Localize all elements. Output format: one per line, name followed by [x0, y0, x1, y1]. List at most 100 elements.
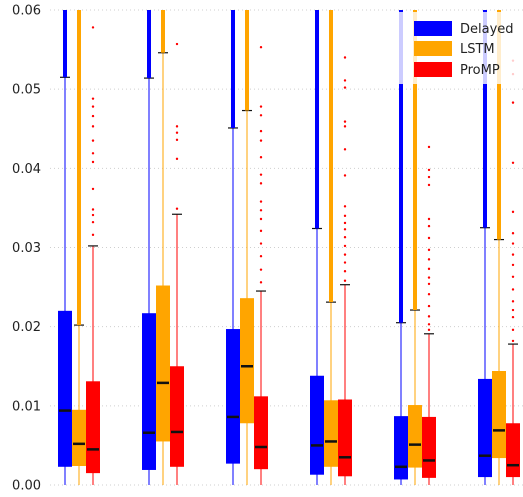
flier-point — [427, 175, 431, 179]
flier-point — [343, 125, 347, 128]
box — [254, 396, 268, 470]
flier-point — [427, 304, 431, 308]
flier-point — [427, 258, 431, 261]
box — [142, 313, 156, 470]
flier-point — [427, 267, 431, 271]
y-tick-label: 0.04 — [12, 162, 41, 177]
box — [58, 310, 72, 467]
flier-point — [259, 229, 263, 233]
box-delayed-3 — [226, 10, 240, 485]
box — [338, 399, 352, 477]
flier-point — [91, 152, 95, 155]
flier-point — [511, 308, 515, 312]
flier-point — [91, 220, 95, 224]
flier-point — [343, 214, 347, 218]
flier-point — [259, 200, 263, 203]
box — [408, 405, 422, 468]
legend-label-promp: ProMP — [460, 63, 500, 78]
box-promp-2 — [170, 42, 184, 485]
flier-point — [343, 79, 347, 82]
flier-point — [343, 205, 347, 208]
flier-point — [427, 282, 431, 286]
box — [394, 416, 408, 480]
flier-point — [259, 209, 263, 212]
flier-point — [259, 217, 263, 221]
flier-point — [343, 244, 347, 248]
flier-point — [511, 101, 515, 104]
legend-swatch-delayed — [414, 21, 452, 36]
flier-point — [91, 26, 95, 29]
flier-point — [91, 97, 95, 100]
box — [170, 366, 184, 467]
flier-point — [511, 161, 515, 164]
flier-point — [511, 300, 515, 303]
y-tick-label: 0.00 — [12, 479, 41, 494]
y-tick-label: 0.03 — [12, 241, 41, 256]
flier-point — [427, 168, 431, 172]
box-lstm-4 — [324, 10, 338, 485]
y-tick-label: 0.01 — [12, 399, 41, 414]
flier-point — [175, 138, 179, 142]
box-groups — [58, 10, 520, 485]
legend-label-lstm: LSTM — [460, 42, 495, 57]
flier-point — [259, 139, 263, 142]
flier-point — [259, 173, 263, 176]
flier-point — [511, 253, 515, 256]
flier-point — [343, 270, 347, 273]
flier-point — [427, 217, 431, 221]
flier-point — [427, 183, 431, 187]
box — [324, 400, 338, 467]
box-delayed-1 — [58, 10, 72, 485]
box — [156, 285, 170, 442]
y-tick-label: 0.06 — [12, 4, 41, 19]
flier-point — [343, 253, 347, 256]
flier-point — [259, 156, 263, 159]
y-tick-label: 0.05 — [12, 83, 41, 98]
flier-point — [259, 182, 263, 185]
box — [492, 371, 506, 459]
gridlines — [50, 9, 523, 486]
flier-point — [343, 174, 347, 177]
box — [72, 409, 86, 466]
box-promp-4 — [338, 56, 352, 485]
flier-point — [91, 160, 95, 164]
box-promp-1 — [86, 26, 100, 485]
box-lstm-3 — [240, 10, 254, 485]
box — [226, 329, 240, 464]
flier-point — [259, 255, 263, 258]
flier-point — [511, 232, 515, 235]
flier-point — [511, 242, 515, 245]
flier-point — [511, 210, 515, 214]
box-lstm-2 — [156, 10, 170, 485]
flier-point — [343, 236, 347, 239]
box-promp-3 — [254, 46, 268, 485]
flier-point — [259, 46, 263, 49]
flier-point — [175, 125, 179, 128]
flier-point — [427, 145, 431, 149]
legend-label-delayed: Delayed — [460, 22, 514, 37]
legend-swatch-lstm — [414, 41, 452, 56]
flier-point — [511, 263, 515, 267]
flier-point — [511, 328, 515, 332]
flier-point — [91, 213, 95, 217]
flier-point — [427, 323, 431, 326]
flier-point — [343, 120, 347, 123]
flier-point — [175, 207, 179, 210]
flier-point — [259, 129, 263, 133]
flier-point — [175, 131, 179, 134]
flier-point — [91, 187, 95, 191]
flier-point — [343, 56, 347, 59]
box-delayed-4 — [310, 10, 324, 485]
flier-point — [427, 224, 431, 228]
flier-point — [175, 42, 179, 46]
flier-point — [427, 248, 431, 252]
flier-point — [343, 228, 347, 231]
flier-point — [343, 86, 347, 89]
box-promp-5 — [422, 145, 436, 485]
box-promp-6 — [506, 59, 520, 485]
y-axis: 0.00 0.01 0.02 0.03 0.04 0.05 0.06 — [12, 4, 41, 494]
flier-point — [91, 233, 95, 237]
flier-point — [343, 279, 347, 282]
box — [310, 375, 324, 475]
